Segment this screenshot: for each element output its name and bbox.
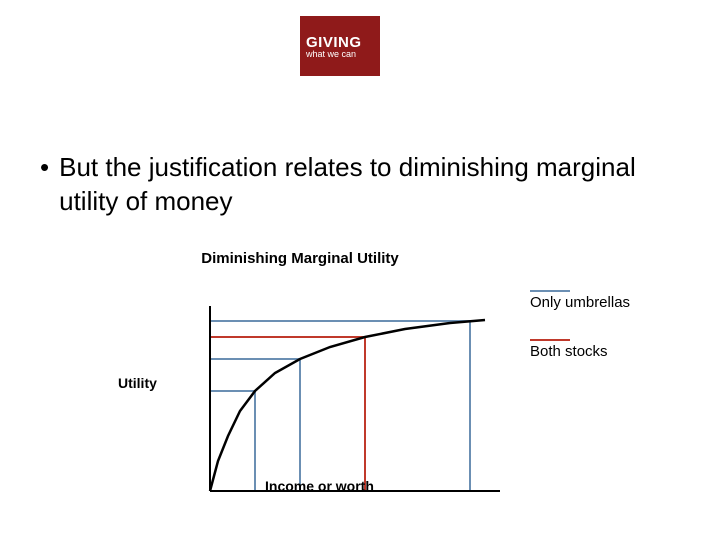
brand-logo: GIVING what we can [300, 16, 380, 76]
chart-legend: Only umbrellas Both stocks [530, 290, 700, 388]
legend-swatch [530, 290, 570, 292]
chart-svg [100, 271, 500, 511]
utility-chart: Diminishing Marginal Utility Utility Inc… [100, 250, 500, 510]
bullet-marker: • [40, 150, 49, 184]
y-axis-label: Utility [118, 375, 157, 391]
logo-line2: what we can [306, 49, 380, 59]
legend-label: Only umbrellas [530, 294, 700, 311]
chart-title: Diminishing Marginal Utility [100, 250, 500, 267]
legend-item: Only umbrellas [530, 290, 700, 311]
legend-item: Both stocks [530, 339, 700, 360]
legend-swatch [530, 339, 570, 341]
bullet-item: • But the justification relates to dimin… [40, 150, 680, 218]
legend-label: Both stocks [530, 343, 700, 360]
bullet-text: But the justification relates to diminis… [59, 150, 680, 218]
x-axis-label: Income or worth [265, 478, 374, 494]
